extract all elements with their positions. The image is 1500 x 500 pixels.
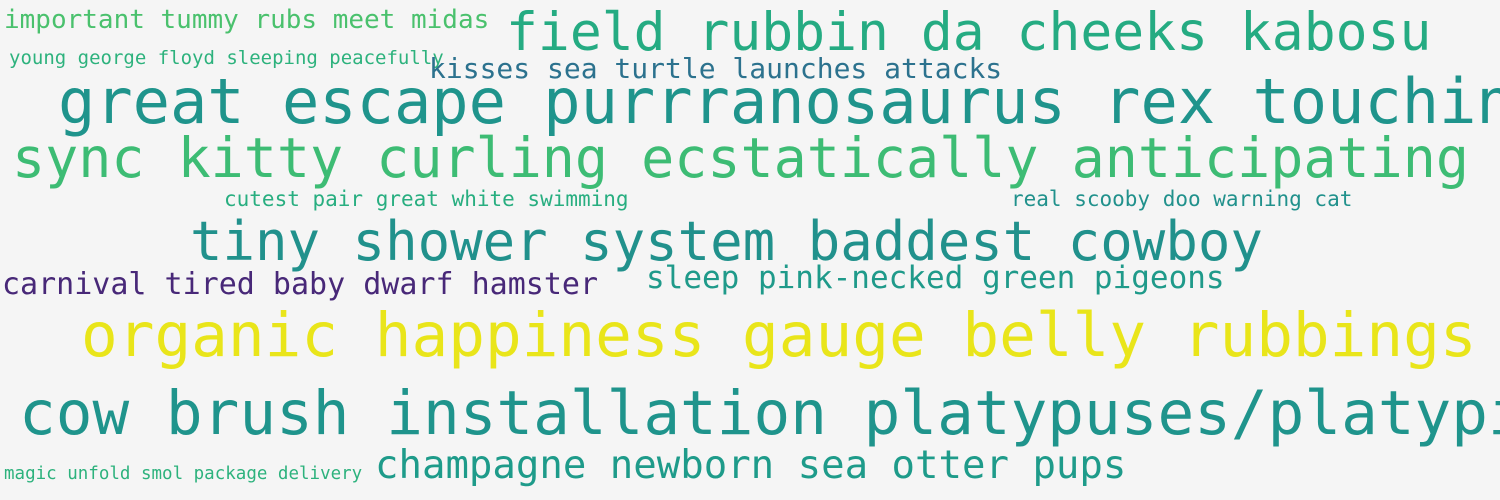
word-cloud-phrase: field rubbin da cheeks kabosu (506, 2, 1432, 63)
word-cloud-phrase: organic happiness gauge belly rubbings (81, 300, 1477, 371)
word-cloud-phrase: young george floyd sleeping peacefully (9, 47, 444, 69)
word-cloud-phrase: carnival tired baby dwarf hamster (2, 267, 599, 302)
word-cloud-phrase: magic unfold smol package delivery (4, 464, 363, 484)
word-cloud-phrase: cow brush installation platypuses/platyp… (19, 378, 1500, 449)
word-cloud-phrase: champagne newborn sea otter pups (375, 443, 1127, 488)
word-cloud-phrase: important tummy rubs meet midas (4, 5, 490, 35)
word-cloud-phrase: cutest pair great white swimming (224, 187, 629, 211)
word-cloud-phrase: great escape purrranosaurus rex touching (58, 65, 1500, 138)
word-cloud-phrase: sync kitty curling ecstatically anticipa… (12, 126, 1469, 190)
word-cloud-phrase: sleep pink-necked green pigeons (646, 260, 1225, 296)
word-cloud-phrase: real scooby doo warning cat (1011, 187, 1353, 211)
word-cloud-phrase: kisses sea turtle launches attacks (429, 52, 1003, 85)
word-cloud-phrase: tiny shower system baddest cowboy (190, 210, 1263, 273)
